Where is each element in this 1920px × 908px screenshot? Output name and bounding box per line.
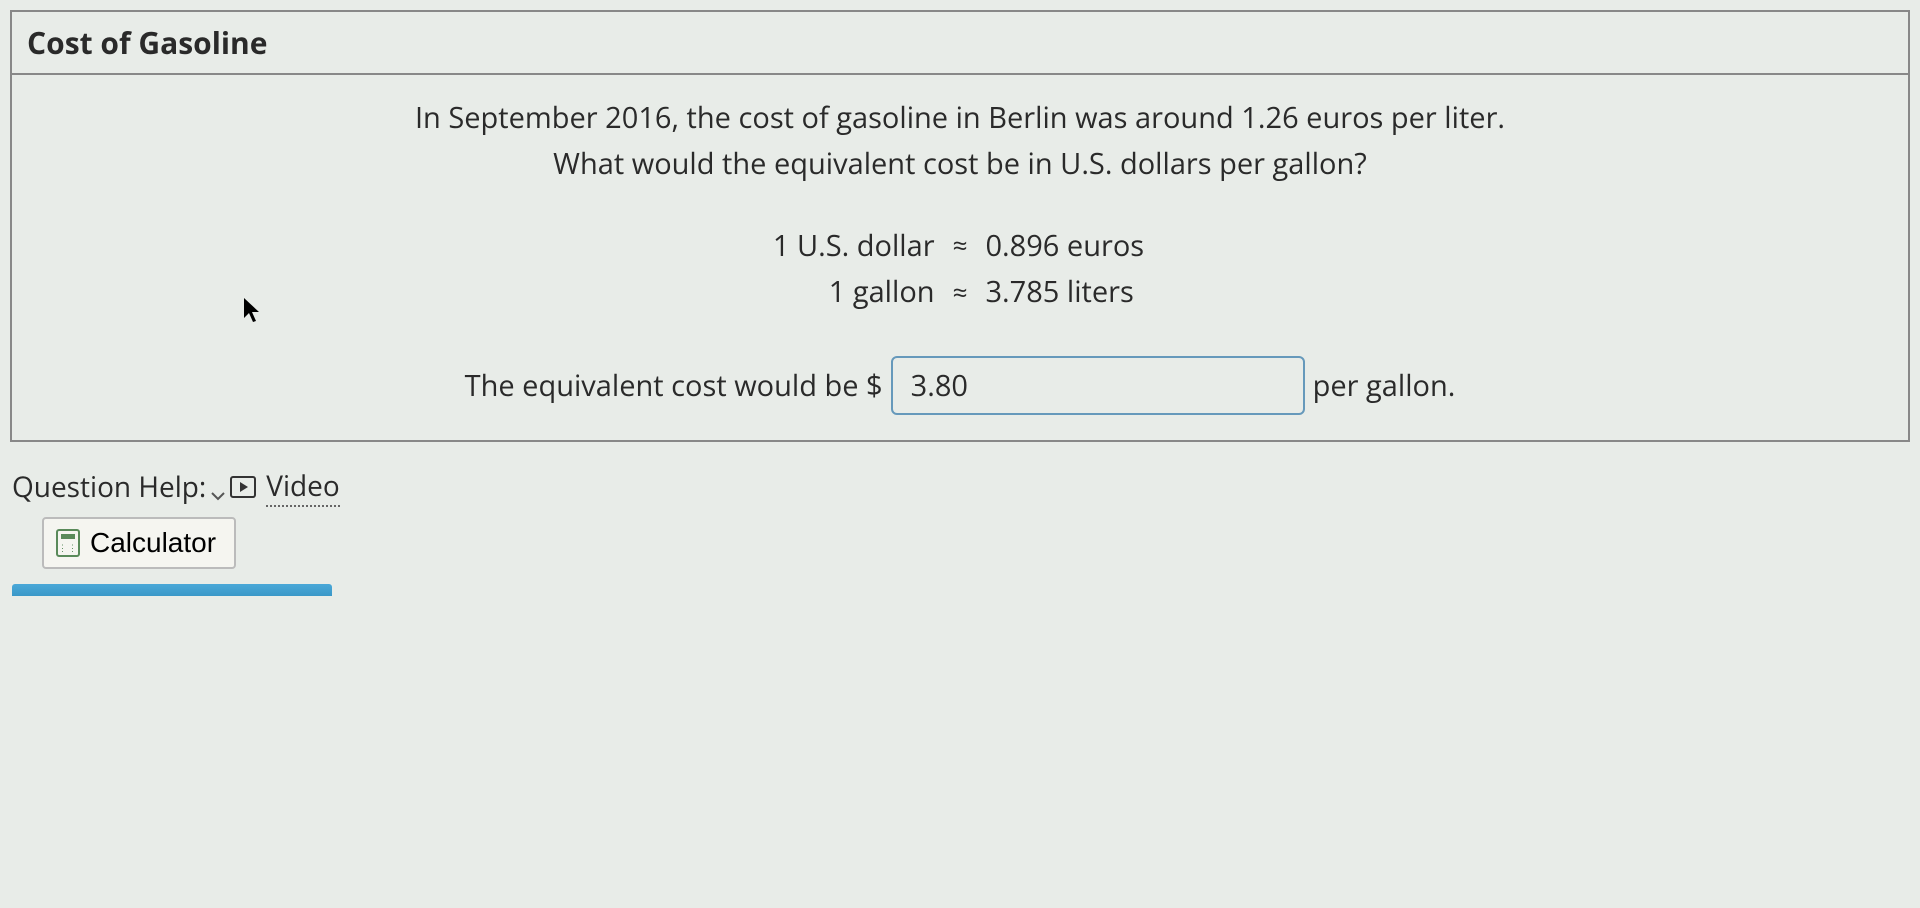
conversions: 1 U.S. dollar ≈ 0.896 euros 1 gallon ≈ 3… xyxy=(27,223,1893,316)
answer-prefix: The equivalent cost would be $ xyxy=(465,366,883,405)
submit-bar[interactable] xyxy=(12,584,332,596)
approx-symbol: ≈ xyxy=(953,225,968,267)
answer-suffix: per gallon. xyxy=(1313,366,1456,405)
help-row: Question Help: Video xyxy=(12,467,1910,507)
conversion-1: 1 U.S. dollar ≈ 0.896 euros xyxy=(27,223,1893,269)
problem-body: In September 2016, the cost of gasoline … xyxy=(11,74,1909,441)
answer-line: The equivalent cost would be $ per gallo… xyxy=(27,356,1893,415)
video-link[interactable]: Video xyxy=(266,467,339,507)
approx-symbol: ≈ xyxy=(953,272,968,314)
question-line1: In September 2016, the cost of gasoline … xyxy=(27,95,1893,141)
help-section: Question Help: Video Calculator xyxy=(12,467,1910,569)
calculator-label: Calculator xyxy=(90,527,216,559)
question-line2: What would the equivalent cost be in U.S… xyxy=(27,141,1893,187)
question-text: In September 2016, the cost of gasoline … xyxy=(27,95,1893,188)
conv1-right: 0.896 euros xyxy=(985,223,1185,269)
conv2-left: 1 gallon xyxy=(735,269,935,315)
problem-container: Cost of Gasoline In September 2016, the … xyxy=(10,10,1910,442)
answer-input[interactable] xyxy=(891,356,1305,415)
conv1-left: 1 U.S. dollar xyxy=(735,223,935,269)
calculator-button[interactable]: Calculator xyxy=(42,517,236,569)
help-label: Question Help: xyxy=(12,468,206,506)
cursor-icon xyxy=(242,296,262,332)
problem-title: Cost of Gasoline xyxy=(11,11,1909,74)
video-icon xyxy=(230,476,256,498)
conv2-right: 3.785 liters xyxy=(985,269,1185,315)
chevron-down-icon[interactable] xyxy=(210,480,224,494)
calculator-icon xyxy=(56,529,80,557)
conversion-2: 1 gallon ≈ 3.785 liters xyxy=(27,269,1893,315)
